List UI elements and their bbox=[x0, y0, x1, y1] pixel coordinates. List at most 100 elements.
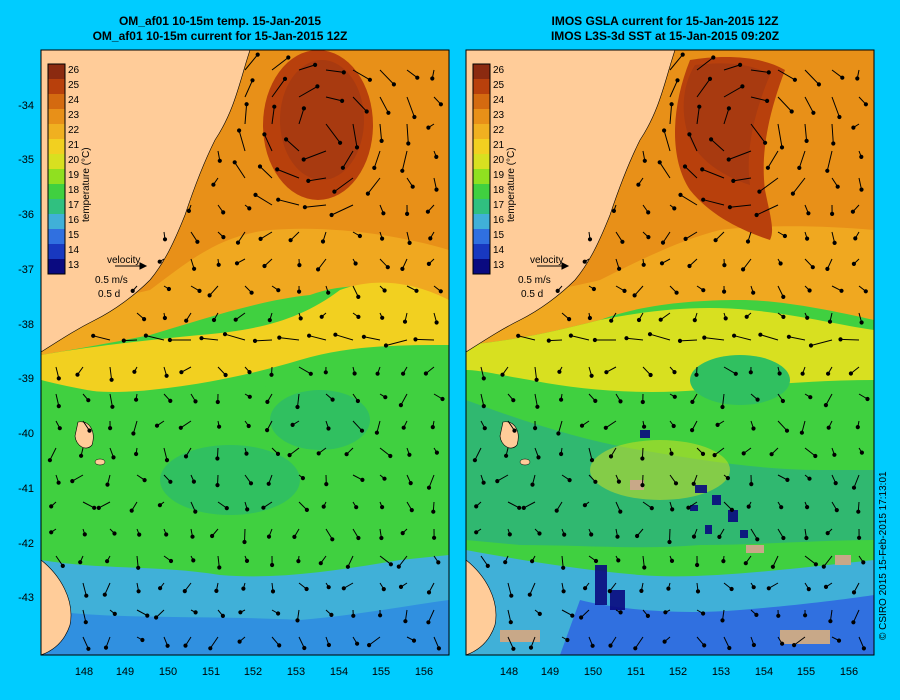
colorbar-swatch bbox=[48, 109, 65, 124]
current-vector-head bbox=[103, 645, 109, 650]
current-vector-head bbox=[288, 238, 293, 243]
current-vector-head bbox=[105, 559, 110, 564]
current-vector-head bbox=[507, 532, 512, 537]
current-vector-head bbox=[345, 564, 350, 569]
current-vector-head bbox=[779, 145, 785, 150]
current-vector bbox=[823, 555, 833, 567]
latitude-tick-label: -34 bbox=[18, 100, 34, 112]
current-vector-head bbox=[290, 422, 295, 427]
current-vector-head bbox=[751, 290, 756, 295]
colorbar-tick-label: 22 bbox=[68, 125, 80, 136]
current-vector-head bbox=[164, 458, 170, 463]
current-vector-head bbox=[691, 534, 697, 539]
current-vector bbox=[352, 69, 371, 81]
current-vector bbox=[669, 528, 671, 543]
current-vector-head bbox=[603, 425, 608, 430]
current-vector-head bbox=[168, 479, 173, 484]
current-vector-head bbox=[166, 286, 171, 292]
current-vector-head bbox=[306, 178, 311, 183]
current-vector bbox=[804, 447, 816, 457]
current-vector-head bbox=[591, 286, 597, 292]
current-vector bbox=[696, 106, 700, 125]
current-vector-head bbox=[784, 428, 790, 433]
current-vector bbox=[804, 69, 820, 85]
current-vector-head bbox=[692, 318, 697, 323]
current-vector-head bbox=[633, 646, 638, 651]
current-vector-head bbox=[434, 450, 439, 455]
right-map-frame bbox=[465, 49, 875, 656]
current-vector-head bbox=[729, 586, 734, 592]
current-vector-head bbox=[269, 372, 274, 377]
current-vector-head bbox=[78, 560, 83, 565]
current-vector-head bbox=[301, 157, 306, 162]
colorbar-tick-label: 21 bbox=[493, 140, 505, 151]
current-vector-head bbox=[642, 158, 647, 163]
current-vector-head bbox=[604, 370, 609, 375]
current-vector-head bbox=[530, 482, 535, 487]
current-vector bbox=[244, 528, 246, 543]
current-vector bbox=[777, 123, 783, 148]
current-vector-head bbox=[582, 503, 588, 508]
current-vector bbox=[385, 339, 408, 346]
current-vector-head bbox=[301, 106, 306, 111]
current-vector-head bbox=[624, 336, 629, 341]
current-vector-head bbox=[434, 187, 439, 192]
current-vector bbox=[132, 420, 138, 434]
current-vector bbox=[224, 333, 246, 341]
current-vector-head bbox=[672, 370, 677, 375]
current-vector-head bbox=[832, 240, 837, 245]
colorbar-swatch bbox=[48, 184, 65, 199]
current-vector bbox=[474, 447, 482, 461]
current-vector bbox=[308, 177, 327, 182]
current-vector-head bbox=[276, 611, 281, 616]
current-vector bbox=[634, 636, 644, 649]
current-vector-head bbox=[702, 643, 707, 648]
current-vector-head bbox=[49, 530, 54, 535]
colorbar-tick-label: 19 bbox=[68, 170, 80, 181]
current-vector-head bbox=[808, 395, 813, 400]
longitude-tick-label: 150 bbox=[583, 666, 603, 678]
current-vector-head bbox=[707, 76, 713, 82]
current-vector-head bbox=[245, 507, 250, 512]
current-vector-head bbox=[722, 289, 727, 294]
current-vector-head bbox=[410, 184, 415, 189]
current-vector bbox=[696, 57, 714, 71]
current-vector-head bbox=[672, 206, 677, 211]
current-vector bbox=[723, 108, 730, 125]
current-vector bbox=[523, 501, 536, 509]
current-vector-head bbox=[751, 642, 757, 648]
current-vector-head bbox=[367, 643, 372, 648]
current-vector-head bbox=[158, 586, 163, 591]
current-vector bbox=[379, 69, 395, 85]
current-vector-head bbox=[357, 233, 362, 239]
current-vector-head bbox=[436, 560, 441, 565]
current-vector-head bbox=[851, 261, 857, 266]
current-vector-head bbox=[423, 371, 428, 376]
colorbar-tick-label: 23 bbox=[493, 110, 505, 121]
current-vector bbox=[298, 366, 312, 375]
current-vector-head bbox=[320, 239, 326, 244]
colorbar-tick-label: 26 bbox=[493, 65, 505, 76]
current-vector-head bbox=[530, 559, 535, 564]
current-vector-head bbox=[618, 399, 623, 404]
current-vector-head bbox=[296, 559, 301, 564]
colorbar-swatch bbox=[473, 94, 490, 109]
current-vector-head bbox=[805, 505, 810, 510]
current-vector-head bbox=[287, 453, 292, 458]
current-vector bbox=[804, 555, 817, 565]
current-vector bbox=[679, 339, 698, 342]
current-vector-head bbox=[235, 240, 241, 245]
current-vector-head bbox=[509, 593, 514, 598]
current-vector-head bbox=[142, 317, 147, 322]
current-vector-head bbox=[237, 639, 242, 644]
current-vector-head bbox=[741, 451, 746, 456]
current-vector-head bbox=[694, 372, 699, 377]
colorbar-swatch bbox=[48, 259, 65, 274]
current-vector-head bbox=[806, 211, 811, 216]
current-vector bbox=[696, 78, 711, 98]
current-vector-head bbox=[70, 479, 75, 484]
current-vector-head bbox=[255, 52, 260, 57]
colorbar-swatch bbox=[48, 124, 65, 139]
current-vector-head bbox=[608, 454, 614, 459]
latitude-tick-label: -40 bbox=[18, 428, 34, 440]
